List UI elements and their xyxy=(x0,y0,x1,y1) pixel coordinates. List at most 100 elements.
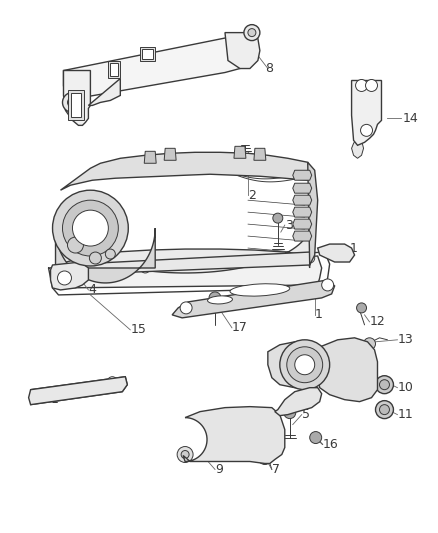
Text: 16: 16 xyxy=(323,438,339,451)
Polygon shape xyxy=(144,151,156,163)
Circle shape xyxy=(273,213,283,223)
Circle shape xyxy=(356,79,367,92)
Polygon shape xyxy=(352,140,364,158)
Polygon shape xyxy=(140,46,155,61)
Polygon shape xyxy=(60,152,310,190)
Polygon shape xyxy=(268,342,321,387)
Circle shape xyxy=(284,407,296,418)
Text: 5: 5 xyxy=(302,408,310,421)
Circle shape xyxy=(375,376,393,394)
Circle shape xyxy=(53,190,128,266)
Polygon shape xyxy=(293,219,312,229)
Circle shape xyxy=(305,253,314,263)
Circle shape xyxy=(57,271,71,285)
Polygon shape xyxy=(64,70,90,125)
Text: 4: 4 xyxy=(88,284,96,296)
Circle shape xyxy=(181,450,189,458)
Circle shape xyxy=(210,256,220,266)
Text: 11: 11 xyxy=(397,408,413,421)
Polygon shape xyxy=(308,162,318,265)
Circle shape xyxy=(295,355,314,375)
Circle shape xyxy=(338,348,357,368)
Circle shape xyxy=(41,391,50,401)
Circle shape xyxy=(379,379,389,390)
Polygon shape xyxy=(60,225,310,273)
Text: 1: 1 xyxy=(350,241,357,255)
Polygon shape xyxy=(71,93,81,117)
Text: 2: 2 xyxy=(248,189,256,201)
Polygon shape xyxy=(142,49,153,59)
Circle shape xyxy=(366,79,378,92)
Circle shape xyxy=(106,268,115,278)
Text: 12: 12 xyxy=(370,316,385,328)
Polygon shape xyxy=(254,148,266,160)
Text: 1: 1 xyxy=(50,393,58,406)
Ellipse shape xyxy=(230,284,290,296)
Circle shape xyxy=(67,98,78,108)
Circle shape xyxy=(244,25,260,41)
Polygon shape xyxy=(183,407,285,464)
Polygon shape xyxy=(234,147,246,158)
Circle shape xyxy=(209,292,221,304)
Circle shape xyxy=(175,259,185,269)
Circle shape xyxy=(287,347,323,383)
Circle shape xyxy=(321,279,334,291)
Circle shape xyxy=(63,92,82,112)
Circle shape xyxy=(310,432,321,443)
Circle shape xyxy=(248,29,256,37)
Text: 15: 15 xyxy=(130,324,146,336)
Polygon shape xyxy=(164,148,176,160)
Polygon shape xyxy=(293,170,312,180)
Ellipse shape xyxy=(208,296,233,304)
Circle shape xyxy=(379,405,389,415)
Circle shape xyxy=(375,401,393,418)
Text: 3: 3 xyxy=(285,219,293,232)
Polygon shape xyxy=(60,252,312,275)
Polygon shape xyxy=(352,80,381,146)
Circle shape xyxy=(180,302,192,314)
Circle shape xyxy=(280,340,330,390)
Circle shape xyxy=(280,253,290,263)
Circle shape xyxy=(107,377,117,386)
Circle shape xyxy=(360,124,372,136)
Circle shape xyxy=(258,450,272,464)
Circle shape xyxy=(75,273,85,283)
Circle shape xyxy=(106,249,115,259)
Circle shape xyxy=(342,378,361,398)
Text: 9: 9 xyxy=(215,463,223,476)
Circle shape xyxy=(177,447,193,463)
Circle shape xyxy=(364,338,375,350)
Circle shape xyxy=(140,263,150,273)
Polygon shape xyxy=(108,61,120,78)
Polygon shape xyxy=(28,377,127,405)
Text: 10: 10 xyxy=(397,381,413,394)
Polygon shape xyxy=(110,62,118,77)
Polygon shape xyxy=(225,33,260,69)
Polygon shape xyxy=(293,207,312,217)
Polygon shape xyxy=(68,91,85,120)
Polygon shape xyxy=(53,256,321,288)
Polygon shape xyxy=(64,33,252,100)
Circle shape xyxy=(89,252,101,264)
Circle shape xyxy=(343,353,353,363)
Text: 6: 6 xyxy=(288,368,296,381)
Polygon shape xyxy=(88,78,120,106)
Circle shape xyxy=(72,210,108,246)
Polygon shape xyxy=(275,387,321,416)
Text: 8: 8 xyxy=(265,62,273,75)
Text: 1: 1 xyxy=(314,309,322,321)
Polygon shape xyxy=(172,280,335,318)
Text: 17: 17 xyxy=(232,321,248,334)
Polygon shape xyxy=(293,195,312,205)
Polygon shape xyxy=(50,262,88,290)
Circle shape xyxy=(357,303,367,313)
Polygon shape xyxy=(318,338,378,402)
Polygon shape xyxy=(293,183,312,193)
Text: 14: 14 xyxy=(403,112,418,125)
Polygon shape xyxy=(293,231,312,241)
Circle shape xyxy=(63,200,118,256)
Text: 7: 7 xyxy=(272,463,280,476)
Polygon shape xyxy=(56,228,155,283)
Circle shape xyxy=(67,237,83,253)
Text: 13: 13 xyxy=(397,333,413,346)
